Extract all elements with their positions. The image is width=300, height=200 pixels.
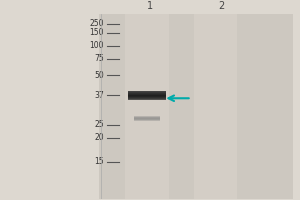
- Bar: [128, 92, 166, 93]
- Text: 15: 15: [94, 157, 104, 166]
- Text: 75: 75: [94, 54, 104, 63]
- Bar: [134, 119, 161, 120]
- Text: 1: 1: [147, 1, 153, 11]
- Bar: [134, 116, 161, 117]
- Bar: [128, 96, 166, 97]
- Bar: [128, 97, 166, 98]
- Bar: [134, 117, 161, 118]
- Bar: [128, 94, 166, 95]
- Bar: [128, 93, 166, 94]
- Text: 250: 250: [89, 19, 104, 28]
- Text: 150: 150: [89, 28, 104, 37]
- Bar: [134, 119, 161, 120]
- Bar: [128, 91, 166, 92]
- Bar: [128, 99, 166, 100]
- Bar: [128, 97, 166, 98]
- Text: 25: 25: [94, 120, 104, 129]
- Bar: [128, 93, 166, 95]
- Bar: [128, 95, 166, 96]
- Bar: [128, 93, 166, 94]
- Bar: [128, 99, 166, 100]
- Bar: [128, 92, 166, 93]
- Bar: [128, 96, 166, 97]
- Bar: [128, 91, 166, 92]
- Bar: [134, 116, 161, 117]
- Bar: [128, 91, 166, 93]
- Bar: [125, 14, 169, 199]
- Bar: [134, 119, 161, 120]
- Bar: [134, 118, 161, 119]
- Text: 50: 50: [94, 71, 104, 80]
- Bar: [128, 94, 166, 96]
- Bar: [128, 96, 166, 98]
- Bar: [134, 117, 161, 119]
- Bar: [100, 14, 293, 199]
- Bar: [128, 98, 166, 99]
- Text: 100: 100: [89, 41, 104, 50]
- Bar: [128, 98, 166, 99]
- Bar: [194, 14, 237, 199]
- Bar: [128, 98, 166, 99]
- Text: 37: 37: [94, 91, 104, 100]
- Bar: [128, 95, 166, 96]
- Bar: [134, 118, 161, 119]
- Bar: [134, 120, 161, 121]
- Bar: [128, 95, 166, 97]
- Bar: [128, 92, 166, 94]
- Bar: [134, 117, 161, 118]
- Text: 2: 2: [218, 1, 224, 11]
- Text: 20: 20: [94, 133, 104, 142]
- Bar: [134, 120, 161, 121]
- Bar: [128, 94, 166, 95]
